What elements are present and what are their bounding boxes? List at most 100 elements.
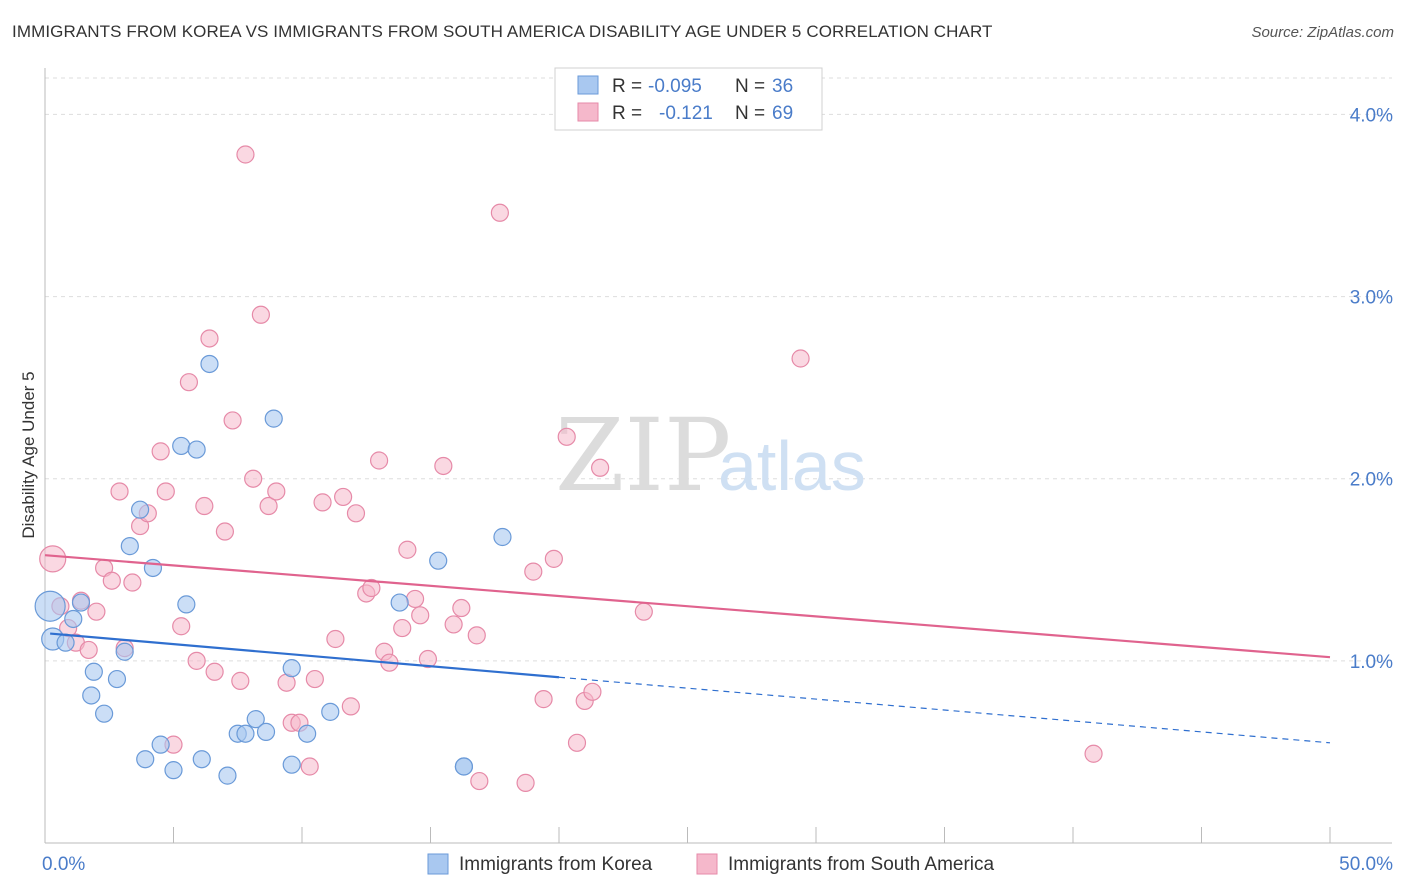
south-america-point [223,411,242,430]
south-america-point [151,442,170,461]
y-tick-label-3: 4.0% [1350,105,1393,126]
korea-point [115,642,134,661]
korea-point [187,440,206,459]
grid-lines [45,77,1392,662]
korea-point [298,724,317,743]
legend-r-label-korea: R = [612,76,642,97]
south-america-point [110,482,129,501]
south-america-point [313,493,332,512]
watermark: ZIP atlas [555,397,866,514]
legend-swatch-korea [577,75,599,95]
legend-n-label-korea: N = [735,76,765,97]
south-america-point [544,549,563,568]
correlation-legend: R = -0.095 N = 36 R = -0.121 N = 69 [554,67,823,131]
south-america-point [259,496,278,516]
south-america-point [516,773,535,792]
source-label: Source: ZipAtlas.com [1251,24,1394,41]
south-america-point [195,496,214,516]
axes [44,68,1392,844]
korea-point [130,500,150,519]
chart-title: IMMIGRANTS FROM KOREA VS IMMIGRANTS FROM… [12,22,993,41]
legend-r-label-south-america: R = [612,103,642,124]
korea-point [71,593,91,612]
x-tick-label-0: 0.0% [42,854,85,875]
south-america-point [405,589,425,609]
series-legend-swatch-south-america [696,853,718,875]
series-legend-swatch-korea [427,853,449,875]
x-tick-label-1: 50.0% [1339,854,1393,875]
south-america-point [102,571,121,590]
korea-point [200,354,219,374]
south-america-point [524,562,543,581]
legend-n-label-south-america: N = [735,103,765,124]
south-america-point [444,615,463,634]
korea-point [218,766,237,785]
south-america-point [418,649,438,669]
korea-point [151,735,170,754]
legend-box [554,67,823,131]
korea-point [34,590,66,622]
south-america-point [591,458,610,477]
korea-point [56,633,75,652]
series-legend-label-korea: Immigrants from Korea [459,854,653,875]
south-america-point [341,697,360,716]
korea-point [246,710,265,729]
korea-point [454,757,474,776]
south-america-point [39,545,67,573]
korea-point [264,409,283,428]
south-america-point [1084,744,1103,763]
y-axis-label: Disability Age Under 5 [19,371,38,538]
series-legend: Immigrants from Korea Immigrants from So… [427,853,995,875]
legend-n-value-south-america: 69 [772,103,793,124]
south-america-point [411,606,430,625]
series-legend-label-south-america: Immigrants from South America [728,854,995,875]
south-america-point [557,427,576,446]
south-america-point [244,469,263,488]
legend-r-value-korea: -0.095 [648,76,702,97]
korea-point [429,551,448,570]
korea-point [107,669,127,689]
legend-r-value-south-america: -0.121 [659,103,713,124]
south-america-point [346,504,366,523]
korea-point [143,558,163,578]
korea-point [95,704,114,723]
korea-trend-line-extension [558,676,1331,744]
korea-point [236,724,255,743]
korea-point [282,755,301,774]
series-korea-points [34,354,512,785]
south-america-point [470,771,489,791]
korea-point [136,750,155,769]
korea-point [282,659,301,678]
south-america-point [370,451,389,470]
korea-point [120,537,139,556]
south-america-point [305,669,324,689]
korea-point [164,761,183,780]
korea-point [64,609,83,629]
south-america-point [156,482,175,501]
x-tick-labels: 0.0% 50.0% [42,854,1393,875]
korea-point [390,593,409,612]
korea-point [256,722,276,741]
korea-point [192,750,211,769]
south-america-point [398,540,417,559]
korea-trend-line [50,632,560,679]
south-america-point [334,487,353,507]
south-america-point [172,617,191,636]
south-america-point [267,482,286,501]
south-america-point [452,598,471,618]
south-america-point [393,618,412,638]
south-america-point [300,757,319,776]
korea-point [84,662,103,681]
south-america-point [200,329,219,348]
south-america-point [215,522,234,541]
south-america-point [467,626,486,645]
y-tick-labels: 1.0% 2.0% 3.0% 4.0% [1350,105,1393,672]
korea-point [177,595,196,614]
south-america-point [205,662,224,681]
y-tick-label-1: 2.0% [1350,470,1393,491]
south-america-point [434,456,453,476]
trend-lines [44,554,1331,744]
south-america-point [236,145,255,164]
south-america-point [326,629,345,649]
